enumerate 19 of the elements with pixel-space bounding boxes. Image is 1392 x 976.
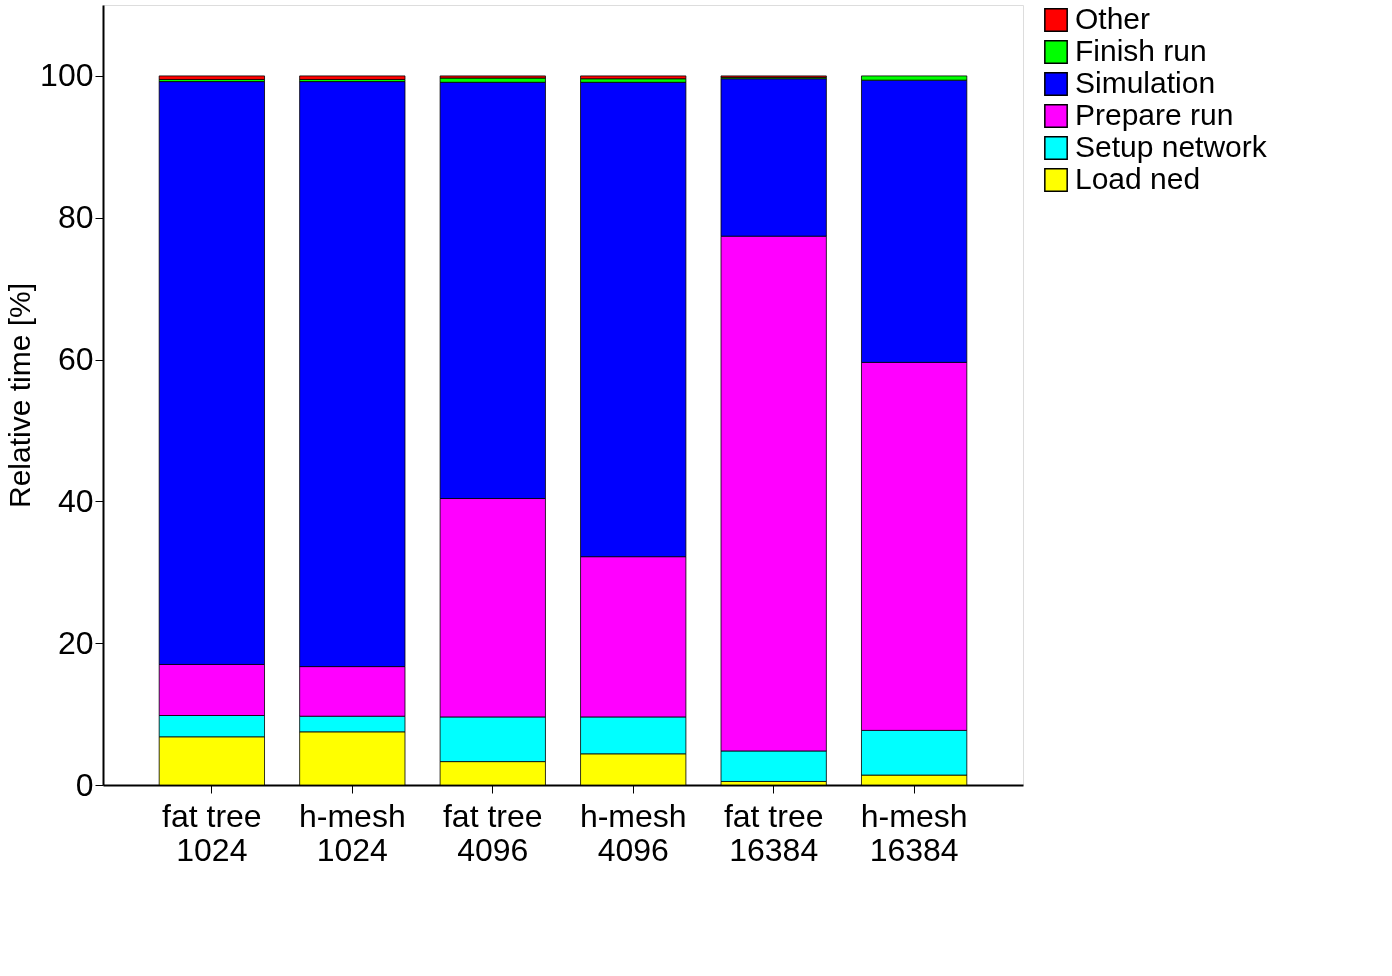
x-tick-label: h-mesh 1024 — [298, 797, 406, 868]
y-tick-label: 80 — [57, 199, 94, 236]
legend-label: Prepare run — [1075, 98, 1234, 131]
y-tick-label: 40 — [57, 482, 94, 519]
x-tick-label: fat tree 16384 — [723, 797, 824, 868]
x-tick-label: fat tree 4096 — [442, 797, 543, 868]
legend-label: Simulation — [1075, 66, 1216, 99]
y-tick-label: 0 — [75, 766, 94, 803]
x-tick-label: h-mesh 4096 — [579, 797, 687, 868]
legend-label: Setup network — [1075, 130, 1268, 163]
legend-label: Finish run — [1075, 34, 1207, 67]
y-tick-label: 60 — [57, 341, 94, 378]
y-axis-title: Relative time [%] — [3, 282, 37, 509]
legend-label: Load ned — [1075, 162, 1201, 195]
y-tick-label: 20 — [57, 624, 94, 661]
legend-label: Other — [1075, 2, 1151, 35]
x-tick-label: fat tree 1024 — [162, 797, 262, 868]
y-tick-label: 100 — [40, 57, 94, 94]
x-tick-label: h-mesh 16384 — [860, 797, 968, 868]
